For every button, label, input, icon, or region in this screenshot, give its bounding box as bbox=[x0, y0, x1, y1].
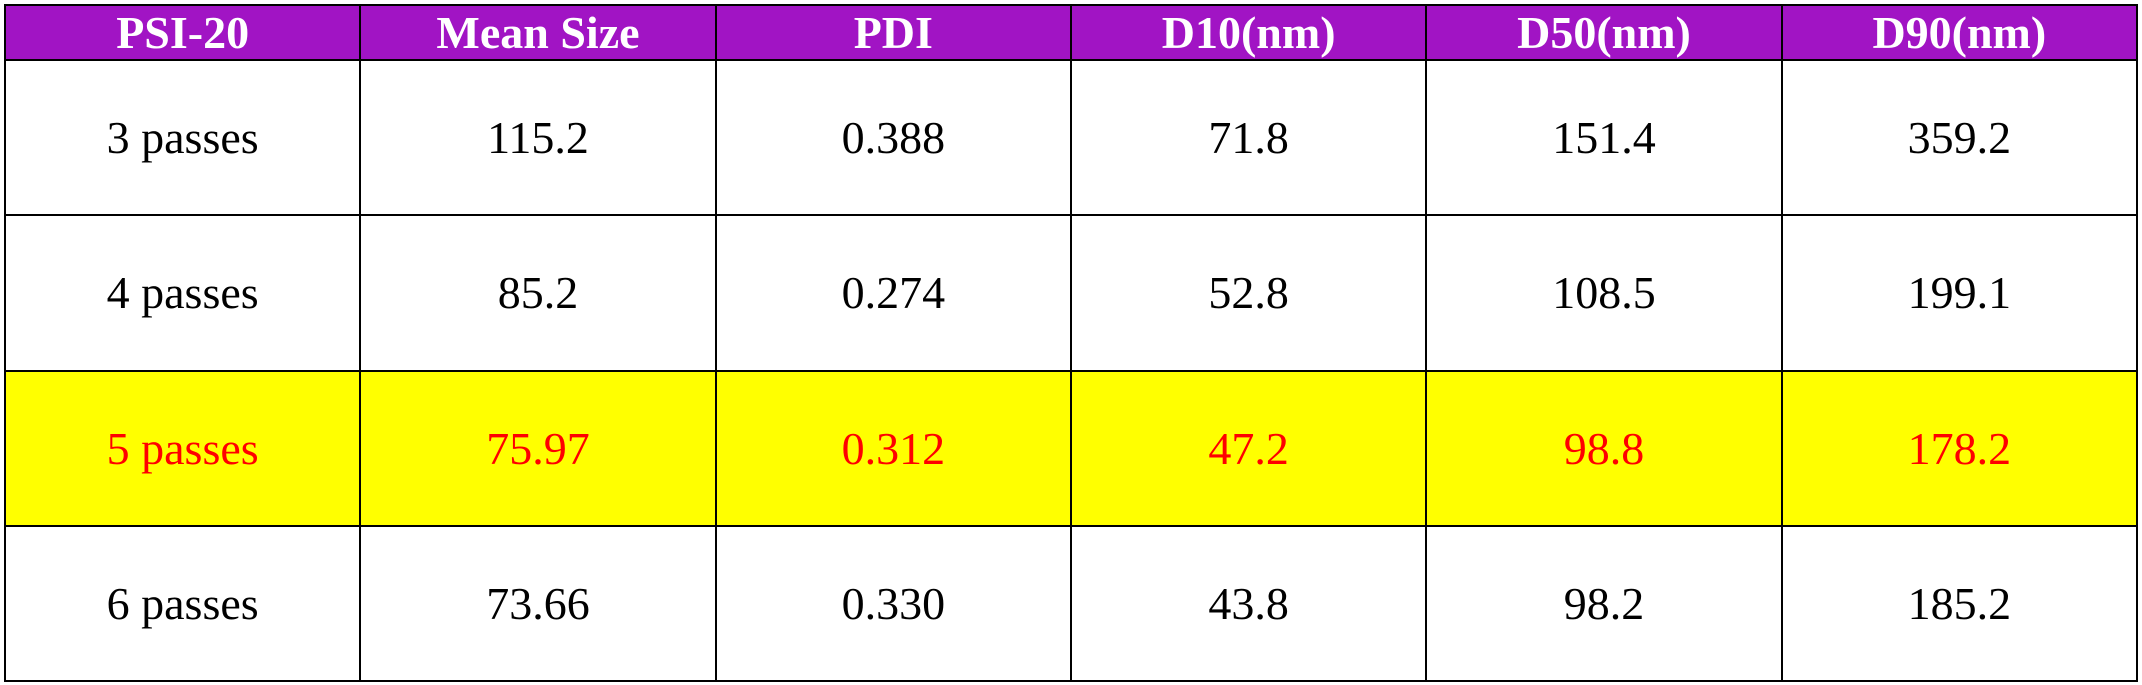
table-cell: 0.330 bbox=[714, 524, 1072, 683]
header-row: PSI-20 Mean Size PDI D10(nm) D50(nm) D90(nm) bbox=[3, 4, 2139, 61]
data-table: PSI-20 Mean Size PDI D10(nm) D50(nm) D90(nm) … bbox=[3, 4, 2139, 683]
table-cell: 52.8 bbox=[1069, 214, 1428, 372]
table-cell: 0.388 bbox=[714, 58, 1072, 217]
row-label: 6 passes bbox=[3, 524, 362, 683]
table-cell: 185.2 bbox=[1780, 524, 2139, 683]
table-cell: 178.2 bbox=[1780, 369, 2139, 527]
table-cell: 75.97 bbox=[359, 369, 717, 527]
table-cell: 98.8 bbox=[1425, 369, 1783, 527]
table-cell: 108.5 bbox=[1425, 214, 1783, 372]
table-cell: 0.274 bbox=[714, 214, 1072, 372]
table-cell: 71.8 bbox=[1069, 58, 1428, 217]
header-cell: D50(nm) bbox=[1425, 4, 1783, 61]
table-cell: 47.2 bbox=[1069, 369, 1428, 527]
table-cell: 359.2 bbox=[1780, 58, 2139, 217]
header-cell: D10(nm) bbox=[1069, 4, 1428, 61]
table-cell: 199.1 bbox=[1780, 214, 2139, 372]
table-cell: 73.66 bbox=[359, 524, 717, 683]
header-cell: PSI-20 bbox=[3, 4, 362, 61]
table-cell: 0.312 bbox=[714, 369, 1072, 527]
table-cell: 85.2 bbox=[359, 214, 717, 372]
table-row: 5 passes 75.97 0.312 47.2 98.8 178.2 bbox=[3, 369, 2139, 527]
table-cell: 115.2 bbox=[359, 58, 717, 217]
header-cell: Mean Size bbox=[359, 4, 717, 61]
table-row: 6 passes 73.66 0.330 43.8 98.2 185.2 bbox=[3, 524, 2139, 683]
table-cell: 151.4 bbox=[1425, 58, 1783, 217]
table-row: 4 passes 85.2 0.274 52.8 108.5 199.1 bbox=[3, 214, 2139, 372]
row-label: 5 passes bbox=[3, 369, 362, 527]
table-row: 3 passes 115.2 0.388 71.8 151.4 359.2 bbox=[3, 58, 2139, 217]
row-label: 3 passes bbox=[3, 58, 362, 217]
header-cell: D90(nm) bbox=[1780, 4, 2139, 61]
table-cell: 98.2 bbox=[1425, 524, 1783, 683]
row-label: 4 passes bbox=[3, 214, 362, 372]
table-cell: 43.8 bbox=[1069, 524, 1428, 683]
header-cell: PDI bbox=[714, 4, 1072, 61]
